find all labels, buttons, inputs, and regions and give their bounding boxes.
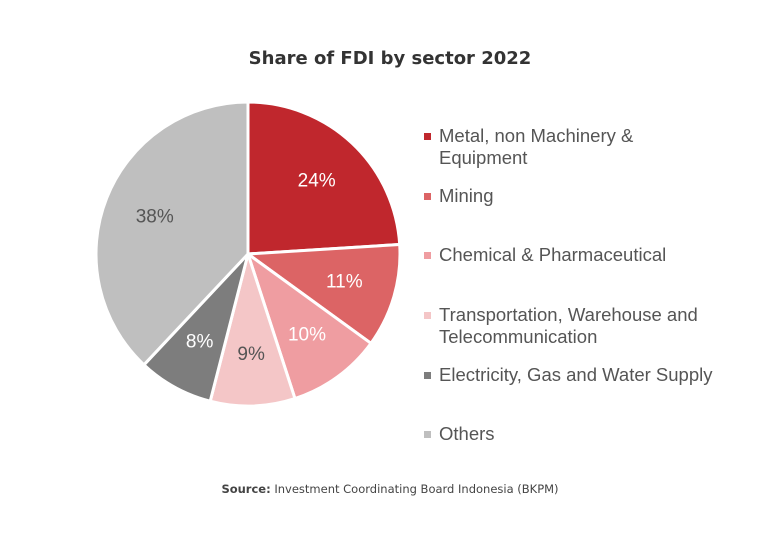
legend-label: Transportation, Warehouse and Telecommun… [439,304,698,347]
legend-item-chemical: Chemical & Pharmaceutical [424,244,724,266]
data-label-chemical: 10% [288,325,326,346]
legend-item-others: Others [424,423,724,445]
source-label: Source: [221,482,271,496]
legend-label: Electricity, Gas and Water Supply [439,364,713,385]
legend-swatch [424,193,431,200]
legend-swatch [424,252,431,259]
source-note: Source: Investment Coordinating Board In… [0,482,780,496]
pie-slice-chemical [246,252,373,401]
legend-label: Chemical & Pharmaceutical [439,244,667,265]
data-label-electricity: 8% [186,331,214,352]
legend-item-mining: Mining [424,185,724,207]
legend-swatch [424,133,431,140]
legend-swatch [424,312,431,319]
data-label-transportation: 9% [237,344,265,365]
legend-swatch [424,372,431,379]
source-text: Investment Coordinating Board Indonesia … [274,482,559,496]
legend-label: Metal, non Machinery & Equipment [439,125,634,168]
legend-label: Mining [439,185,494,206]
chart-title: Share of FDI by sector 2022 [248,48,532,69]
pie-slice-mining [246,242,402,345]
data-label-metal: 24% [298,170,336,191]
data-label-others: 38% [136,207,174,228]
legend-label: Others [439,423,495,444]
data-label-mining: 11% [326,271,363,292]
pie-slice-others [94,100,250,367]
legend-swatch [424,431,431,438]
legend-item-metal: Metal, non Machinery & Equipment [424,125,724,169]
legend-item-electricity: Electricity, Gas and Water Supply [424,364,724,386]
pie-slice-metal [246,100,402,256]
pie-slice-transportation [208,252,297,408]
legend-item-transportation: Transportation, Warehouse and Telecommun… [424,304,724,348]
